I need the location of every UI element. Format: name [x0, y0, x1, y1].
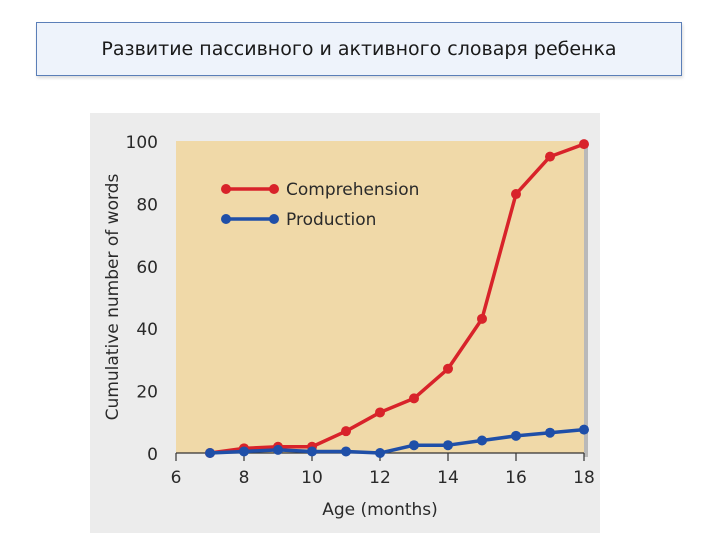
production-point [579, 424, 589, 435]
x-tick-label: 6 [171, 468, 182, 488]
production-point [341, 446, 351, 457]
production-point [307, 446, 317, 457]
legend-production-marker [269, 214, 279, 224]
legend-comprehension-marker [269, 184, 279, 194]
comprehension-point [477, 313, 487, 324]
production-point [375, 448, 385, 458]
comprehension-point [511, 189, 521, 200]
production-point [545, 427, 555, 438]
x-tick-label: 12 [369, 468, 391, 488]
chart-figure: 0 20 40 60 80 100 6 8 10 12 14 16 18 Age (months) Cumu… [90, 113, 600, 533]
comprehension-point [545, 151, 555, 162]
y-tick-label: 80 [136, 195, 158, 215]
comprehension-line [208, 142, 586, 455]
slide-title: Развитие пассивного и активного словаря … [36, 22, 682, 76]
x-tick-label: 10 [301, 468, 323, 488]
production-point [511, 430, 521, 441]
y-tick-label: 60 [136, 258, 158, 278]
production-line [208, 427, 586, 455]
production-point [273, 444, 283, 455]
production-point [477, 435, 487, 446]
legend-production-label: Production [286, 210, 376, 230]
x-tick-label: 16 [505, 468, 527, 488]
legend-production-marker [221, 214, 231, 224]
comprehension-point [375, 407, 385, 418]
production-point [205, 448, 215, 458]
legend-comprehension-label: Comprehension [286, 180, 419, 200]
plot-panel-shadow [584, 145, 588, 457]
y-tick-label: 20 [136, 383, 158, 403]
x-tick-label: 8 [239, 468, 250, 488]
y-axis-title: Cumulative number of words [103, 174, 123, 421]
legend-comprehension-marker [221, 184, 231, 194]
x-tick-label: 14 [437, 468, 459, 488]
y-tick-label: 100 [126, 133, 158, 153]
production-point [443, 440, 453, 451]
comprehension-point [443, 363, 453, 374]
line-chart: 0 20 40 60 80 100 6 8 10 12 14 16 18 Age (months) Cumu… [103, 133, 595, 520]
production-point [239, 446, 249, 457]
y-tick-label: 40 [136, 320, 158, 340]
comprehension-point [409, 393, 419, 404]
x-tick-label: 18 [573, 468, 595, 488]
x-axis-title: Age (months) [322, 500, 438, 520]
comprehension-point [341, 426, 351, 437]
production-point [409, 440, 419, 451]
comprehension-point [579, 139, 589, 150]
y-tick-label: 0 [147, 445, 158, 465]
